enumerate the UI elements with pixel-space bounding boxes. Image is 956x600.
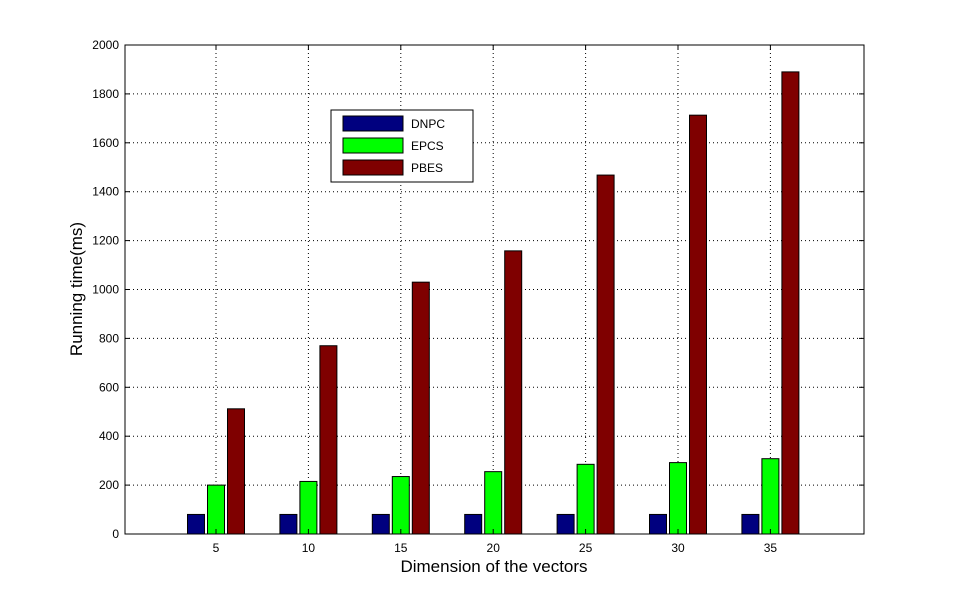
bar-dnpc-20 <box>464 513 483 535</box>
grid-lines <box>125 45 864 534</box>
x-tick-label: 35 <box>764 541 778 555</box>
bar-epcs-30 <box>669 462 687 535</box>
legend-swatch-pbes <box>342 159 404 176</box>
y-tick-label: 1200 <box>92 234 119 248</box>
x-tick-label: 5 <box>213 541 220 555</box>
x-tick-label: 10 <box>302 541 316 555</box>
y-tick-label: 600 <box>99 380 119 394</box>
x-axis-title: Dimension of the vectors <box>400 557 587 576</box>
bar-epcs-5 <box>207 484 225 535</box>
bar-epcs-25 <box>576 463 595 535</box>
bars <box>187 71 800 535</box>
legend-label-pbes: PBES <box>411 161 443 175</box>
legend: DNPC EPCS PBES <box>330 109 474 183</box>
y-tick-label: 1400 <box>92 185 119 199</box>
bar-dnpc-25 <box>556 513 575 535</box>
y-axis-title: Running time(ms) <box>67 222 86 356</box>
legend-label-dnpc: DNPC <box>411 117 445 131</box>
bar-epcs-15 <box>391 476 410 535</box>
bar-epcs-35 <box>761 458 780 535</box>
bar-pbes-25 <box>596 174 615 535</box>
bar-pbes-5 <box>227 408 245 535</box>
y-tick-label: 1000 <box>92 283 119 297</box>
bar-dnpc-10 <box>279 513 298 535</box>
axis-ticks: 0 200 400 600 800 1000 1200 1400 1600 1800 2000 5 10… <box>92 38 864 555</box>
bar-pbes-20 <box>504 250 523 535</box>
y-tick-label: 2000 <box>92 38 119 52</box>
bar-pbes-30 <box>689 114 707 535</box>
x-tick-label: 25 <box>579 541 593 555</box>
bar-pbes-15 <box>411 281 430 535</box>
x-tick-label: 30 <box>671 541 685 555</box>
y-tick-label: 800 <box>99 331 119 345</box>
x-tick-label: 15 <box>394 541 408 555</box>
y-tick-label: 0 <box>112 527 119 541</box>
bar-pbes-10 <box>319 345 338 535</box>
y-tick-label: 1800 <box>92 87 119 101</box>
x-tick-label: 20 <box>487 541 501 555</box>
bar-epcs-10 <box>299 480 318 535</box>
bar-dnpc-15 <box>371 513 390 535</box>
bar-dnpc-35 <box>741 513 760 535</box>
legend-swatch-dnpc <box>342 115 404 132</box>
plot-background <box>125 45 864 534</box>
legend-swatch-epcs <box>342 137 404 154</box>
legend-label-epcs: EPCS <box>411 139 444 153</box>
bar-dnpc-30 <box>649 513 667 535</box>
bar-pbes-35 <box>781 71 800 535</box>
y-tick-label: 1600 <box>92 136 119 150</box>
y-tick-label: 400 <box>99 429 119 443</box>
bar-dnpc-5 <box>187 513 205 535</box>
bar-epcs-20 <box>484 471 503 535</box>
y-tick-label: 200 <box>99 478 119 492</box>
